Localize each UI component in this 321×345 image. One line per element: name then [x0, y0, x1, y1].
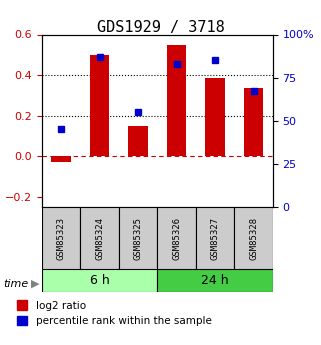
Text: GSM85328: GSM85328 — [249, 217, 258, 259]
Text: 24 h: 24 h — [201, 274, 229, 287]
Text: GSM85324: GSM85324 — [95, 217, 104, 259]
FancyBboxPatch shape — [157, 207, 196, 269]
Text: 6 h: 6 h — [90, 274, 109, 287]
Bar — [51, 156, 71, 162]
FancyBboxPatch shape — [42, 269, 157, 292]
Legend: log2 ratio, percentile rank within the sample: log2 ratio, percentile rank within the s… — [17, 300, 212, 326]
Bar — [167, 45, 186, 156]
Text: GSM85325: GSM85325 — [134, 217, 143, 259]
FancyBboxPatch shape — [42, 207, 80, 269]
FancyBboxPatch shape — [119, 207, 157, 269]
Bar — [128, 126, 148, 156]
Text: GSM85323: GSM85323 — [56, 217, 65, 259]
Bar — [90, 55, 109, 156]
Bar — [205, 78, 225, 156]
FancyBboxPatch shape — [196, 207, 234, 269]
Bar — [244, 88, 263, 156]
Text: GSM85326: GSM85326 — [172, 217, 181, 259]
Text: GSM85327: GSM85327 — [211, 217, 220, 259]
Text: ▶: ▶ — [30, 279, 39, 288]
Text: GDS1929 / 3718: GDS1929 / 3718 — [97, 20, 224, 35]
FancyBboxPatch shape — [80, 207, 119, 269]
FancyBboxPatch shape — [157, 269, 273, 292]
FancyBboxPatch shape — [234, 207, 273, 269]
Text: time: time — [3, 279, 29, 288]
